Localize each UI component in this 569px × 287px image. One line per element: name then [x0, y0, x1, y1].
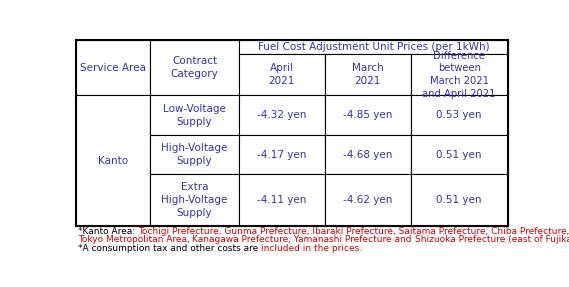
Bar: [150, 174, 239, 226]
Text: Service Area: Service Area: [80, 63, 146, 73]
Text: -4.32 yen: -4.32 yen: [257, 110, 307, 120]
Bar: [239, 40, 508, 54]
Bar: [411, 54, 508, 95]
Text: -4.85 yen: -4.85 yen: [343, 110, 393, 120]
Bar: [150, 40, 239, 95]
Bar: [150, 95, 239, 135]
Text: Tokyo Metropolitan Area,: Tokyo Metropolitan Area,: [78, 235, 192, 244]
Bar: [76, 40, 150, 95]
Bar: [325, 95, 411, 135]
Text: Tochigi Prefecture, Gunma Prefecture, Ibaraki Prefecture, Saitama Prefecture, Ch: Tochigi Prefecture, Gunma Prefecture, Ib…: [138, 227, 569, 236]
Text: Low-Voltage
Supply: Low-Voltage Supply: [163, 104, 226, 127]
Text: Kanto: Kanto: [98, 156, 128, 166]
Text: Extra
High-Voltage
Supply: Extra High-Voltage Supply: [162, 182, 228, 218]
Text: *A consumption tax and other costs are: *A consumption tax and other costs are: [78, 244, 261, 253]
Text: Contract
Category: Contract Category: [171, 56, 218, 79]
Bar: [411, 135, 508, 174]
Text: -4.68 yen: -4.68 yen: [343, 150, 393, 160]
Bar: [239, 135, 325, 174]
Text: March
2021: March 2021: [352, 63, 384, 86]
Text: included in the prices.: included in the prices.: [261, 244, 362, 253]
Bar: [239, 95, 325, 135]
Bar: [76, 40, 508, 226]
Bar: [150, 135, 239, 174]
Text: *Kanto Area:: *Kanto Area:: [78, 227, 138, 236]
Bar: [76, 95, 150, 226]
Bar: [239, 174, 325, 226]
Text: Difference
between
March 2021
and April 2021: Difference between March 2021 and April …: [422, 51, 496, 99]
Text: 0.51 yen: 0.51 yen: [436, 195, 482, 205]
Text: Shizuoka Prefecture (east of Fujikawa): Shizuoka Prefecture (east of Fujikawa): [415, 235, 569, 244]
Bar: [325, 54, 411, 95]
Text: Fuel Cost Adjustment Unit Prices (per 1kWh): Fuel Cost Adjustment Unit Prices (per 1k…: [258, 42, 489, 52]
Bar: [325, 135, 411, 174]
Text: April
2021: April 2021: [269, 63, 295, 86]
Text: 0.51 yen: 0.51 yen: [436, 150, 482, 160]
Text: -4.62 yen: -4.62 yen: [343, 195, 393, 205]
Text: 0.53 yen: 0.53 yen: [436, 110, 482, 120]
Text: Kanagawa Prefecture, Yamanashi Prefecture and: Kanagawa Prefecture, Yamanashi Prefectur…: [192, 235, 415, 244]
Bar: [325, 174, 411, 226]
Bar: [411, 174, 508, 226]
Text: High-Voltage
Supply: High-Voltage Supply: [162, 143, 228, 166]
Text: -4.17 yen: -4.17 yen: [257, 150, 307, 160]
Bar: [411, 95, 508, 135]
Text: -4.11 yen: -4.11 yen: [257, 195, 307, 205]
Bar: [239, 54, 325, 95]
